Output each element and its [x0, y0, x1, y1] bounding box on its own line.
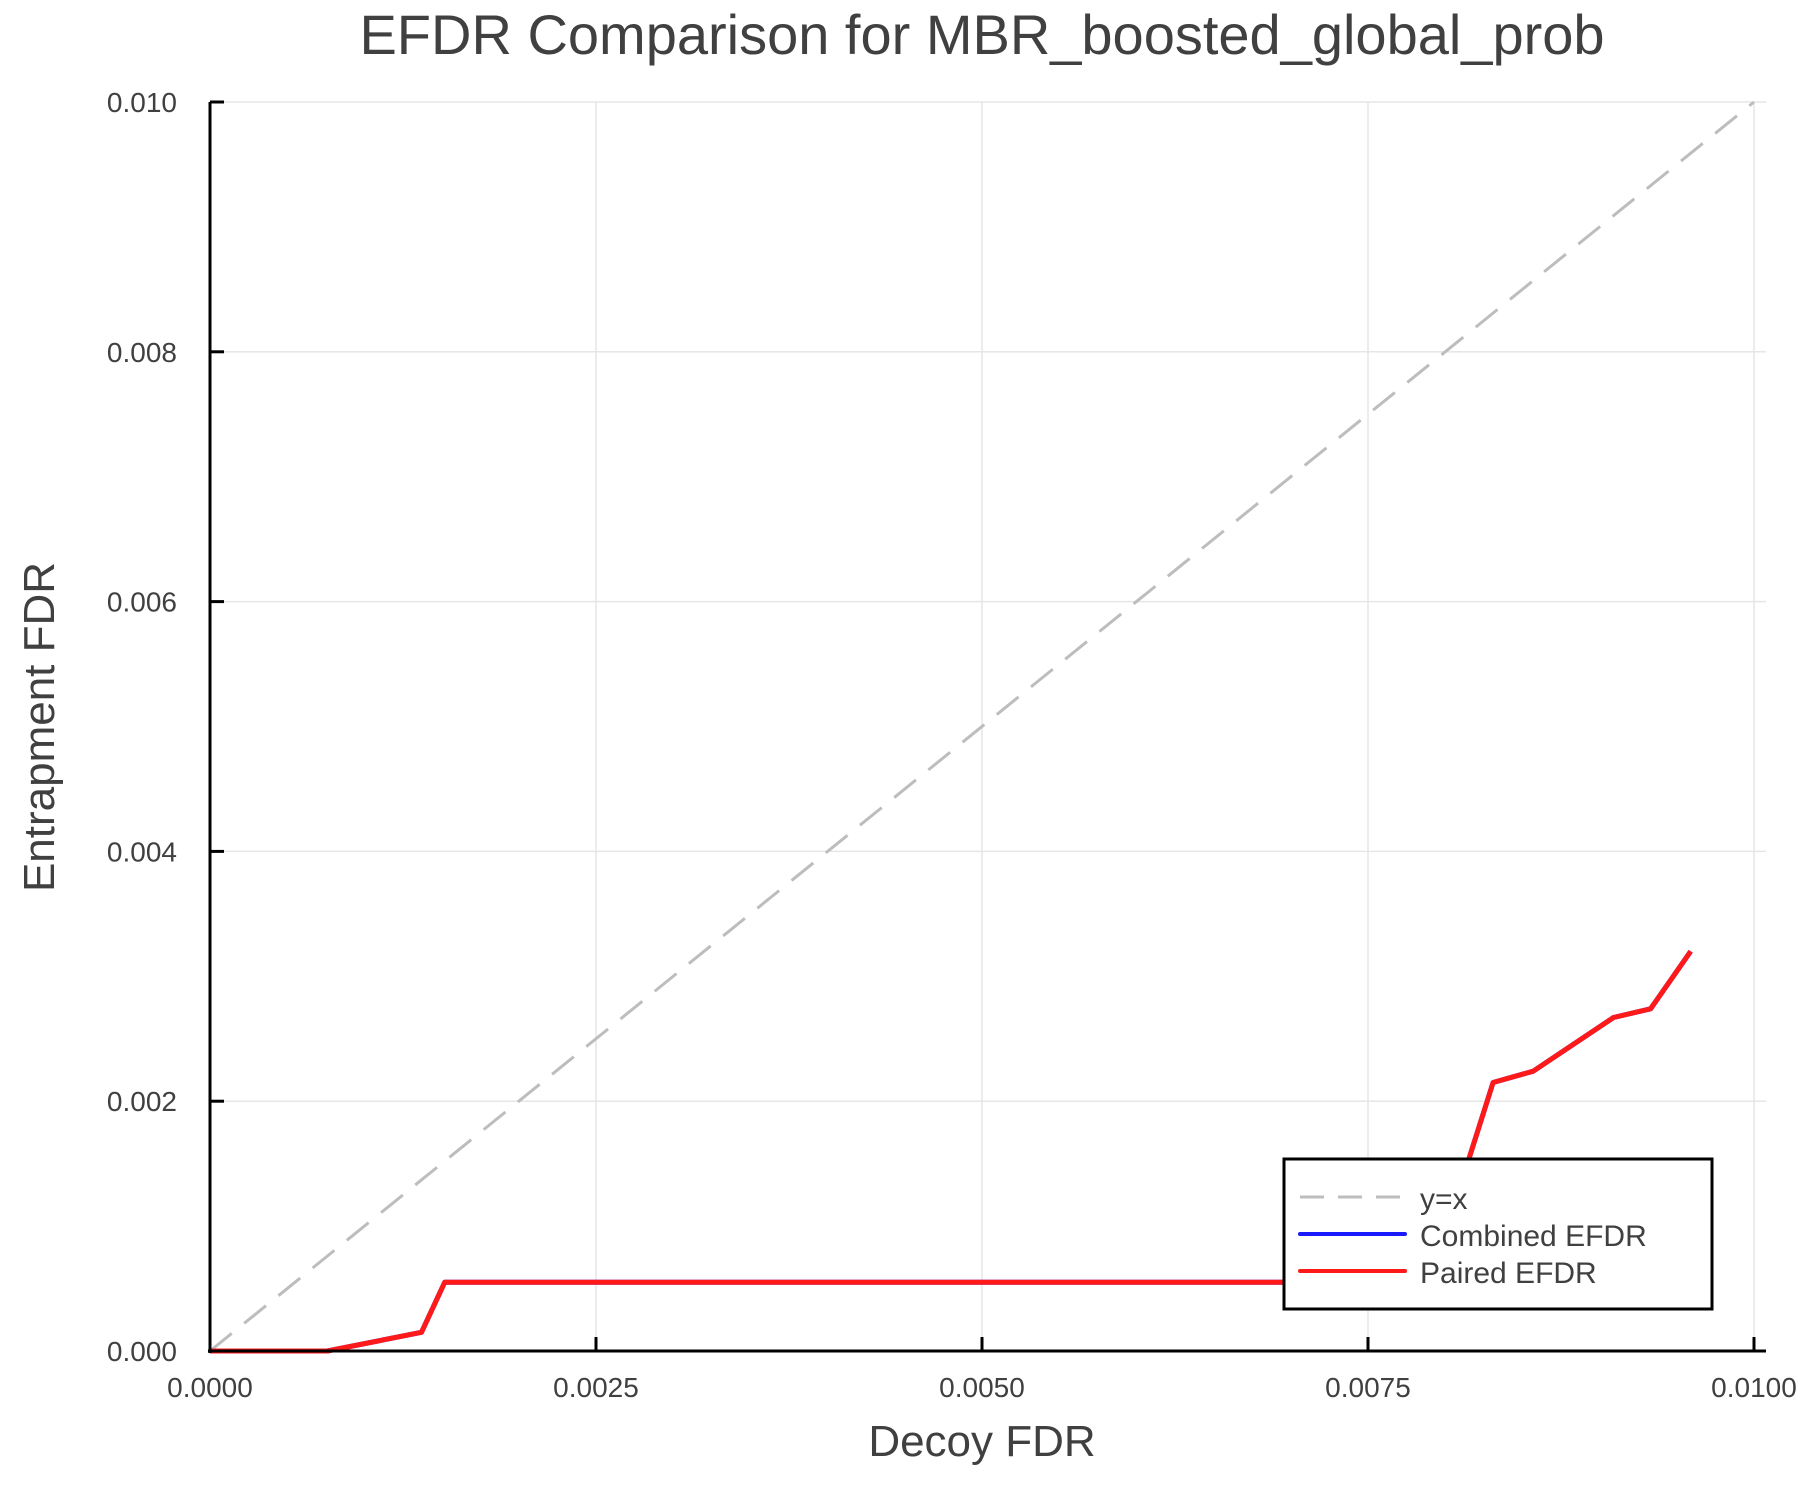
y-tick-label: 0.002 [107, 1086, 177, 1117]
x-axis-label: Decoy FDR [868, 1417, 1095, 1466]
x-tick-label: 0.0050 [939, 1372, 1025, 1403]
x-tick-label: 0.0075 [1325, 1372, 1411, 1403]
series-y-x [209, 100, 1755, 1353]
y-tick-label: 0.010 [107, 87, 177, 118]
y-tick-label: 0.008 [107, 337, 177, 368]
chart-title: EFDR Comparison for MBR_boosted_global_p… [359, 3, 1604, 66]
y-axis-label: Entrapment FDR [15, 562, 64, 892]
y-ticks: 0.000 0.002 0.004 0.006 0.008 0.010 [107, 87, 224, 1367]
axes [208, 102, 1766, 1353]
x-ticks: 0.0000 0.0025 0.0050 0.0075 0.0100 [167, 1337, 1797, 1403]
legend-label-yx: y=x [1420, 1183, 1468, 1216]
grid-lines [210, 101, 1766, 1351]
y-tick-label: 0.006 [107, 587, 177, 618]
x-tick-label: 0.0100 [1711, 1372, 1797, 1403]
legend: y=x Combined EFDR Paired EFDR [1282, 1157, 1714, 1311]
legend-label-paired: Paired EFDR [1420, 1257, 1597, 1290]
x-tick-label: 0.0025 [553, 1372, 639, 1403]
x-tick-label: 0.0000 [167, 1372, 253, 1403]
y-tick-label: 0.004 [107, 836, 177, 867]
y-tick-label: 0.000 [107, 1336, 177, 1367]
legend-label-combined: Combined EFDR [1420, 1220, 1647, 1253]
